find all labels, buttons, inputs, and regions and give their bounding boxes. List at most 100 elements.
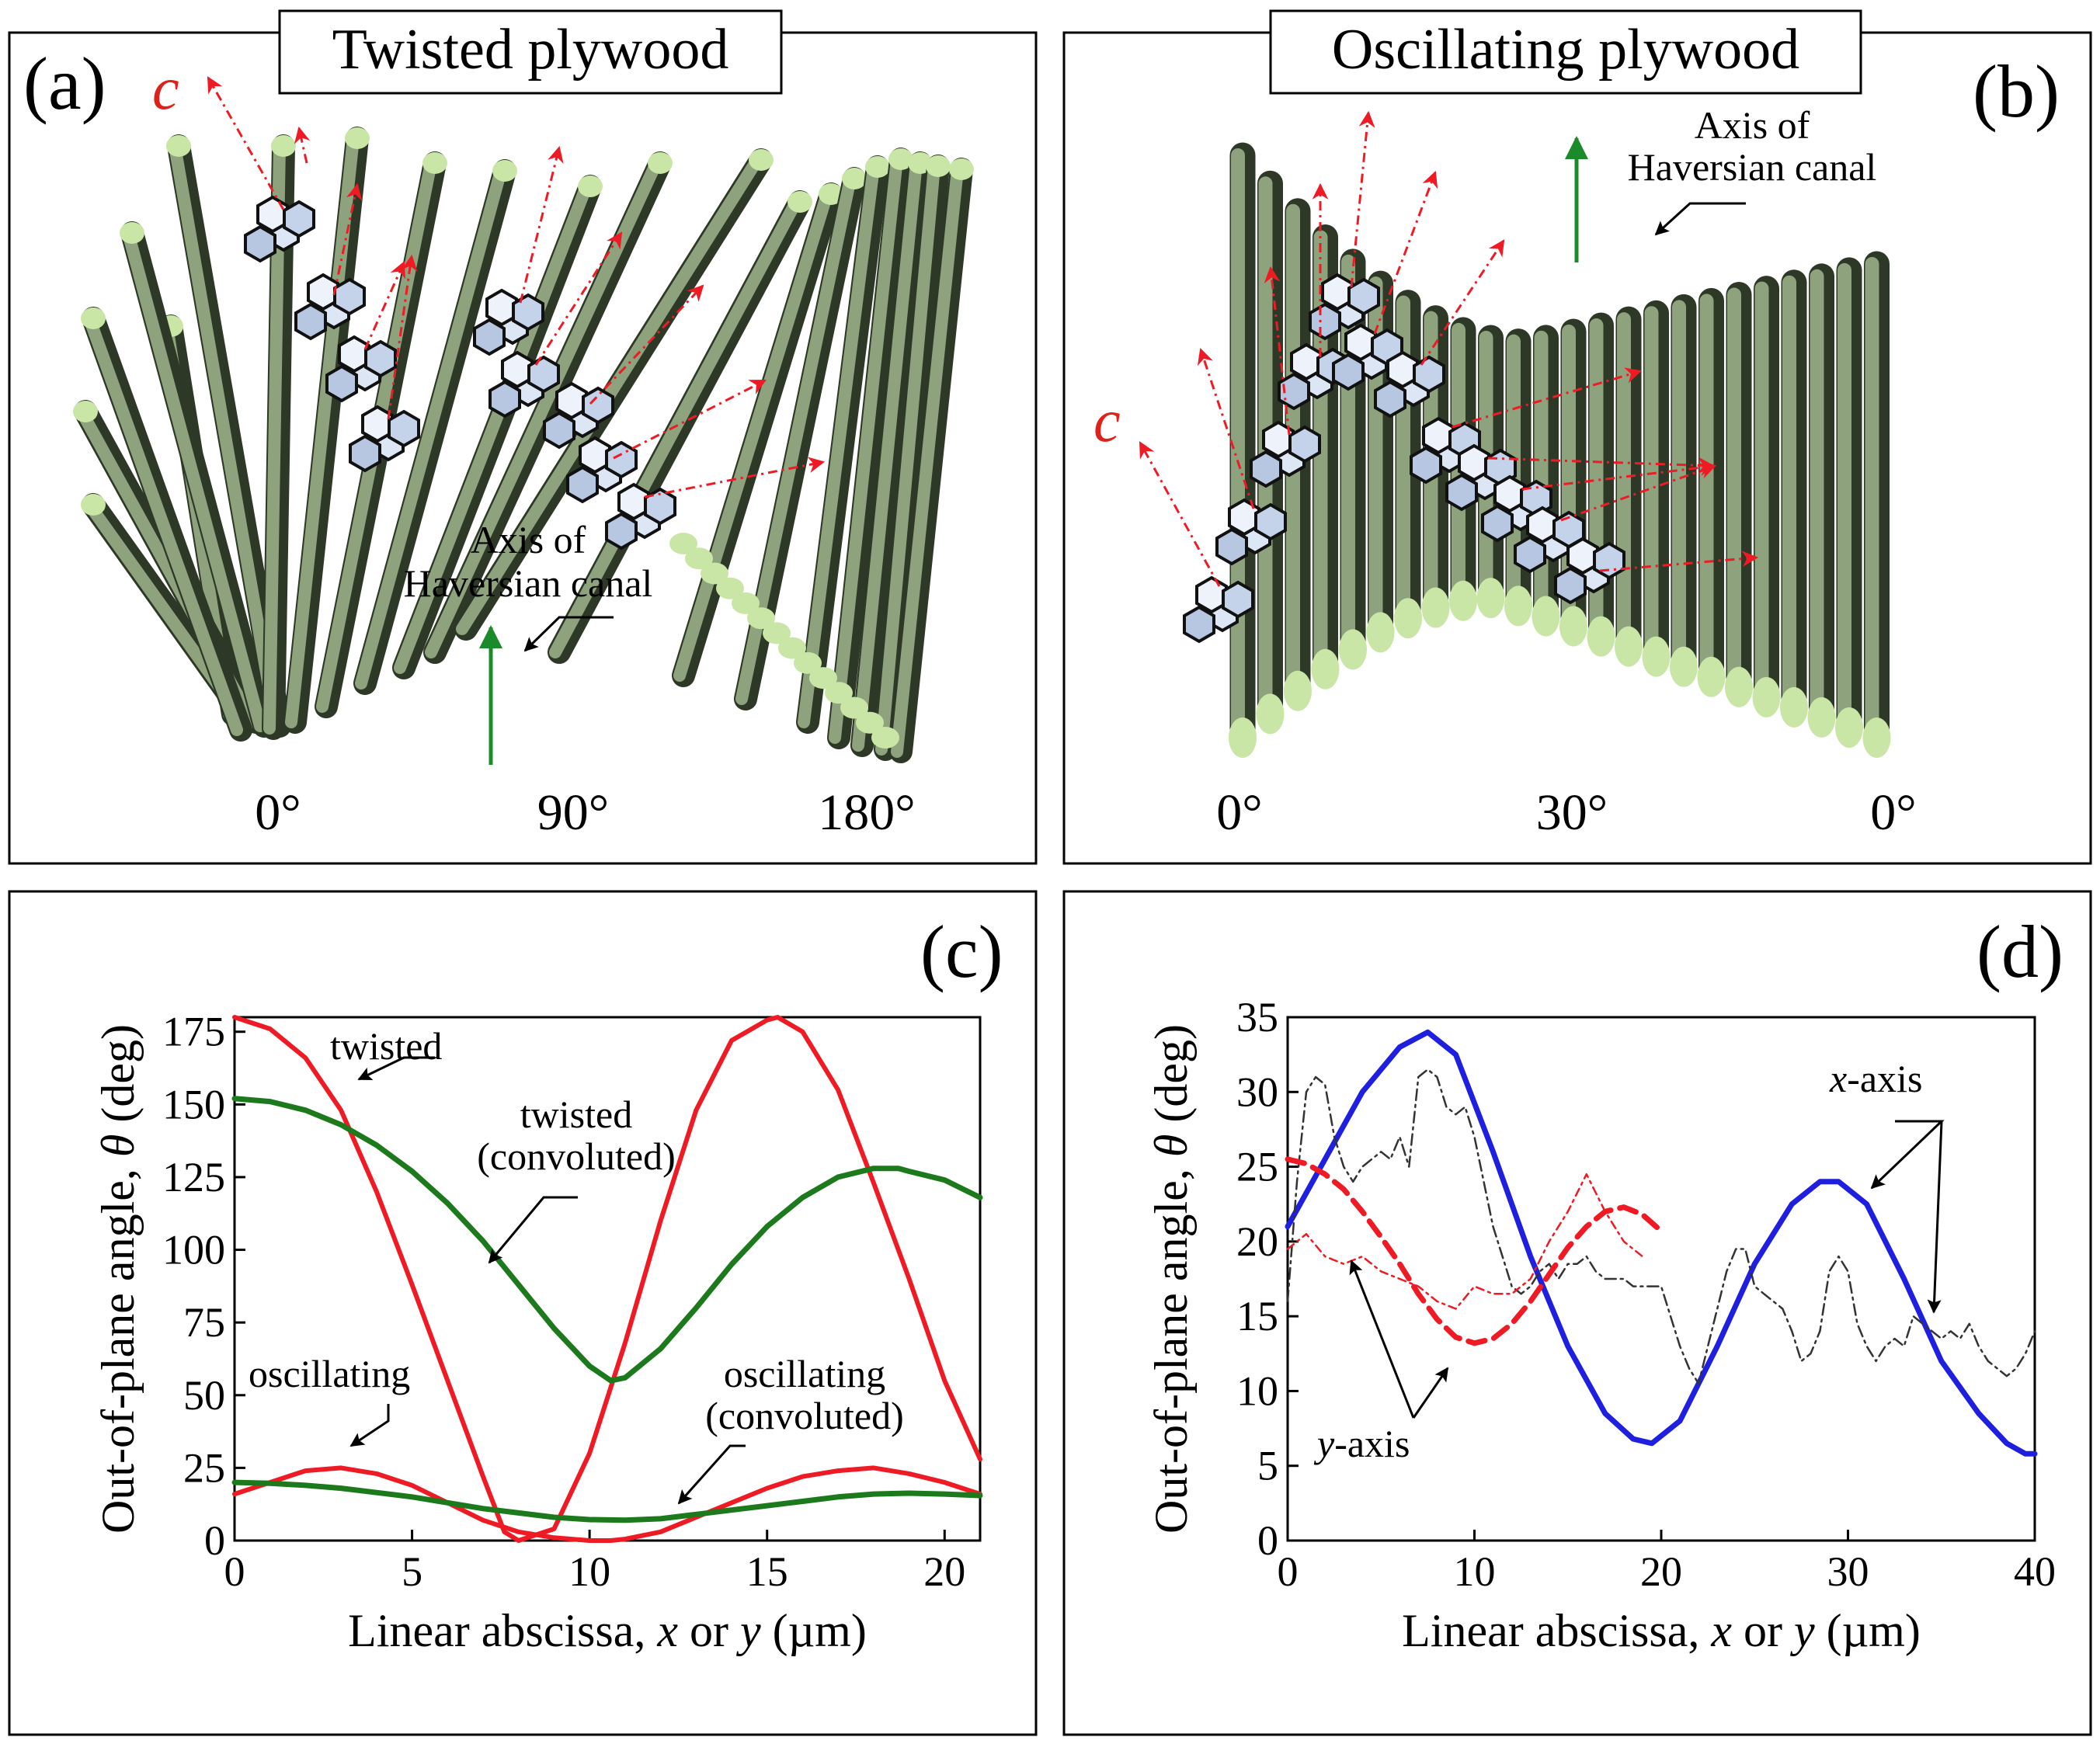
pointer-x-axis-data: [1927, 1120, 1943, 1314]
annotation-x-axis: x-axis: [1829, 1057, 1922, 1100]
pointer-x-axis-fit: [1870, 1120, 1945, 1190]
annotation-y-axis-var: y: [1313, 1422, 1335, 1465]
fiber-tip: [492, 160, 517, 182]
x-axis-label: Linear abscissa, x or y (µm): [348, 1605, 867, 1656]
fiber-end: [1284, 670, 1312, 711]
annotation-twisted: twisted: [330, 1024, 442, 1068]
fiber-end: [669, 533, 697, 554]
c-axis-arrow: [1521, 459, 1717, 491]
c-axis-arrow: [1452, 367, 1643, 429]
fiber-end: [1449, 580, 1477, 621]
c-axis-arrow: [1139, 441, 1221, 587]
x-axis-label-part: Linear abscissa,: [348, 1605, 657, 1656]
fiber-rod-highlight: [394, 180, 593, 674]
y-axis-label-part: (deg): [92, 1024, 144, 1134]
fiber-end: [1311, 648, 1340, 690]
panel-b-angle-0-end: 0°: [1870, 784, 1916, 841]
y-tick-label: 20: [1236, 1218, 1278, 1265]
fiber-tip: [819, 183, 843, 205]
series-line-y-axis-fit: [1285, 1156, 1664, 1346]
x-axis-label-part: x: [1710, 1605, 1732, 1656]
fiber-end: [1615, 626, 1643, 667]
c-axis-arrow: [644, 457, 826, 499]
c-axis-arrow: [332, 182, 363, 296]
x-axis-label-part: Linear abscissa,: [1402, 1605, 1711, 1656]
c-axis-arrow: [1373, 171, 1438, 335]
c-axis-arrow: [1599, 551, 1759, 572]
panel-d-label: (d): [1977, 910, 2063, 993]
y-tick-label: 125: [162, 1154, 225, 1200]
panel-a-c-arrows: [207, 76, 826, 499]
y-axis-label-part: θ: [1146, 1134, 1197, 1157]
fiber-end: [1256, 693, 1285, 735]
annotation-x-axis-suffix: -axis: [1847, 1057, 1922, 1100]
y-tick-label: 0: [204, 1517, 225, 1564]
fiber-rod-highlight: [875, 160, 940, 756]
fiber-tip: [648, 152, 673, 174]
fiber-end: [871, 727, 899, 749]
y-tick-label: 30: [1236, 1068, 1278, 1115]
fiber-end: [1780, 686, 1808, 728]
x-tick-label: 10: [1454, 1548, 1496, 1595]
annotation-oscillating: oscillating: [249, 1352, 410, 1395]
fiber-end: [1752, 676, 1781, 717]
fiber-tip: [81, 494, 106, 516]
c-axis-arrow: [207, 76, 285, 210]
panel-b-fibers: [1229, 142, 1891, 758]
fiber-rod-highlight: [122, 227, 266, 732]
x-tick-label: 10: [568, 1548, 610, 1595]
fiber-tip: [166, 135, 191, 157]
x-tick-label: 40: [2014, 1548, 2056, 1595]
annotation-y-axis: y-axis: [1313, 1422, 1410, 1465]
pointer-y-axis-fit: [1412, 1367, 1449, 1419]
c-axis-arrow: [363, 261, 405, 350]
fiber-rod-highlight: [852, 157, 923, 752]
pointer-twisted: [357, 1056, 435, 1081]
y-tick-label: 0: [1257, 1517, 1278, 1564]
panel-b-c-arrows: [1139, 110, 1759, 587]
c-axis-arrow: [294, 126, 311, 164]
annotation-twisted-convoluted-2: (convoluted): [477, 1134, 675, 1178]
panel-c-label: (c): [920, 910, 1003, 993]
y-axis-label-part: (deg): [1146, 1024, 1197, 1134]
fiber-end: [732, 592, 760, 614]
panel-a-fibers: [73, 127, 974, 763]
panel-c: (c) 0 5 10 15 20 0 25 50 75 100 125 150 175 Linear ab…: [8, 890, 1038, 1736]
fiber-end: [1725, 666, 1753, 707]
fiber-end: [1394, 598, 1422, 639]
c-axis-arrow: [387, 254, 418, 420]
y-axis-label-part: Out-of-plane angle,: [92, 1157, 144, 1534]
y-axis-label-part: θ: [92, 1134, 144, 1157]
fiber-rod-highlight: [355, 165, 507, 690]
panel-a-axis-note-1: Axis of: [471, 518, 586, 561]
y-tick-label: 100: [162, 1227, 225, 1273]
y-tick-label: 75: [183, 1299, 225, 1346]
x-tick-label: 20: [923, 1548, 965, 1595]
fiber-end: [1697, 656, 1726, 697]
panel-d-chart: 0 10 20 30 40 0 5 10 15 20 25 30 35 Linear abscissa, …: [1146, 994, 2056, 1656]
c-axis-arrow: [534, 231, 623, 366]
fiber-end: [685, 547, 713, 570]
fiber-end: [1807, 697, 1836, 738]
y-tick-label: 15: [1236, 1293, 1278, 1339]
x-tick-label: 15: [746, 1548, 788, 1595]
fiber-end: [1670, 646, 1698, 687]
fiber-end: [1421, 587, 1450, 628]
y-axis-label: Out-of-plane angle, θ (deg): [92, 1024, 144, 1534]
pointer-y-axis-data: [1349, 1259, 1415, 1419]
annotation-y-axis-suffix: -axis: [1334, 1422, 1410, 1465]
x-axis-label-part: x: [656, 1605, 678, 1656]
fiber-tip: [422, 152, 447, 174]
y-tick-label: 50: [183, 1372, 225, 1419]
fiber-end: [1229, 717, 1257, 758]
panel-a-angle-0: 0°: [255, 784, 301, 841]
fiber-end: [1559, 606, 1587, 647]
fiber-end: [1835, 707, 1863, 748]
fiber-end: [1587, 616, 1615, 657]
fiber-rod-highlight: [891, 163, 964, 758]
panel-c-frame: [8, 890, 1038, 1736]
series-line-twisted-convoluted-: [231, 1096, 983, 1384]
c-axis-arrow: [1350, 110, 1375, 288]
fiber-tip: [271, 135, 296, 157]
